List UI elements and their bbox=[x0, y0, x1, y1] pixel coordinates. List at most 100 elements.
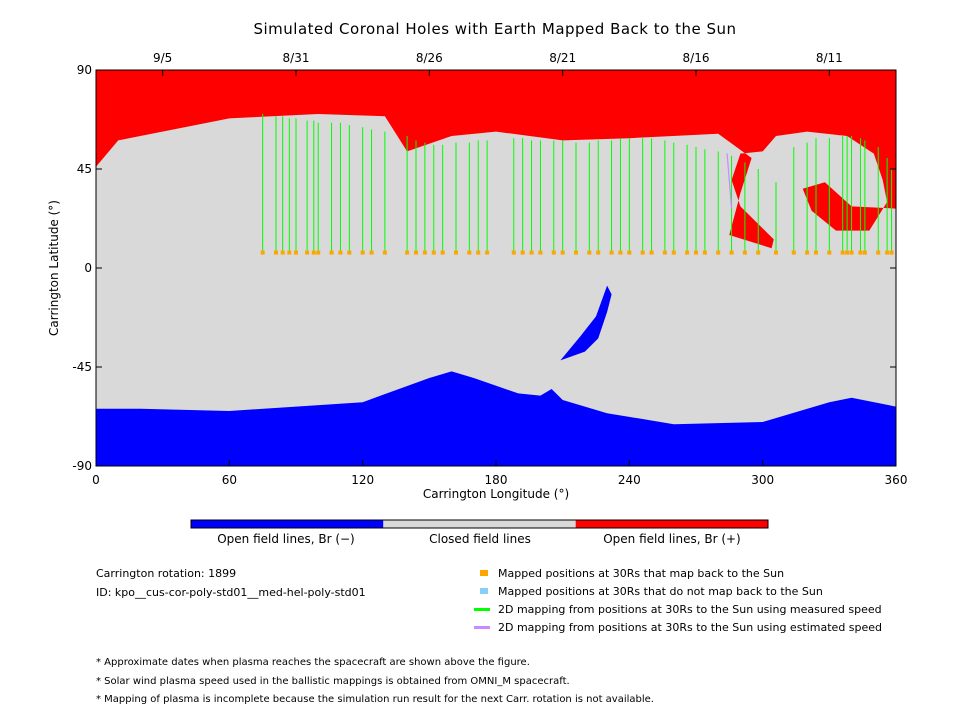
date-tick-label: 8/16 bbox=[683, 51, 710, 65]
mapped-point bbox=[671, 250, 676, 255]
mapped-point bbox=[649, 250, 654, 255]
mapped-point bbox=[587, 250, 592, 255]
date-tick-label: 9/5 bbox=[153, 51, 172, 65]
mapped-point bbox=[360, 250, 365, 255]
footnote: * Approximate dates when plasma reaches … bbox=[96, 657, 530, 668]
x-axis-label: Carrington Longitude (°) bbox=[423, 487, 569, 501]
mapped-point bbox=[454, 250, 458, 255]
mapped-point bbox=[662, 250, 667, 255]
mapped-point bbox=[774, 250, 778, 255]
mapped-point bbox=[574, 250, 578, 255]
mapped-point bbox=[885, 250, 890, 255]
mapped-point bbox=[305, 250, 310, 255]
x-tick-label: 180 bbox=[485, 473, 508, 487]
mapped-point bbox=[756, 250, 761, 255]
mapped-point bbox=[311, 250, 316, 255]
south-open-field-region bbox=[96, 371, 896, 466]
mapped-point bbox=[560, 250, 565, 255]
x-tick-label: 0 bbox=[92, 473, 100, 487]
mapped-point bbox=[338, 250, 343, 255]
mapped-point bbox=[431, 250, 436, 255]
mapped-point bbox=[702, 250, 707, 255]
coronal-hole-map: 0 60 120 180 240 300 360 90 45 0 -45 -90 9/5 8/31 8/26… bbox=[47, 51, 908, 529]
mapped-point bbox=[827, 250, 832, 255]
legend-bar-segment bbox=[575, 520, 768, 528]
y-tick-label: 0 bbox=[84, 261, 92, 275]
mapped-point bbox=[685, 250, 690, 255]
mapped-point bbox=[414, 250, 418, 255]
legend-bar-segment bbox=[191, 520, 384, 528]
mapped-point bbox=[618, 250, 623, 255]
mapped-point bbox=[609, 250, 614, 255]
mapped-point bbox=[294, 250, 298, 255]
mapped-point bbox=[889, 250, 894, 255]
date-tick-label: 8/21 bbox=[549, 51, 576, 65]
mapped-point bbox=[627, 250, 632, 255]
mapped-point bbox=[551, 250, 556, 255]
legend-bar-frame bbox=[190, 519, 769, 529]
mapped-point bbox=[511, 250, 516, 255]
lightblue-swatch-icon bbox=[480, 588, 488, 594]
mapped-point bbox=[845, 250, 850, 255]
x-tick-label: 360 bbox=[885, 473, 908, 487]
north-open-field-region bbox=[96, 70, 896, 249]
mapped-point bbox=[805, 250, 810, 255]
orange-swatch-icon bbox=[480, 570, 488, 576]
mapped-point bbox=[440, 250, 445, 255]
key-label: Mapped positions at 30Rs that do not map… bbox=[498, 585, 823, 598]
mapped-point bbox=[280, 250, 285, 255]
mapped-point bbox=[382, 250, 387, 255]
x-tick-label: 120 bbox=[351, 473, 374, 487]
footnote: * Mapping of plasma is incomplete becaus… bbox=[96, 694, 654, 705]
key-label: Mapped positions at 30Rs that map back t… bbox=[498, 567, 785, 580]
mapped-point bbox=[467, 250, 472, 255]
mapped-point bbox=[814, 250, 818, 255]
mapped-point bbox=[858, 250, 863, 255]
mapped-point bbox=[596, 250, 601, 255]
mapped-point bbox=[694, 250, 698, 255]
field-line-estimated bbox=[726, 153, 733, 209]
footnote: * Solar wind plasma speed used in the ba… bbox=[96, 676, 570, 687]
mapped-point bbox=[347, 250, 352, 255]
mapped-point bbox=[529, 250, 534, 255]
date-tick-label: 8/11 bbox=[816, 51, 843, 65]
mapped-point bbox=[485, 250, 490, 255]
x-tick-label: 240 bbox=[618, 473, 641, 487]
mapped-point bbox=[849, 250, 854, 255]
mapped-point bbox=[538, 250, 543, 255]
legend-bar-segment bbox=[383, 520, 576, 528]
date-tick-label: 8/26 bbox=[416, 51, 443, 65]
y-axis-label: Carrington Latitude (°) bbox=[47, 200, 61, 336]
mapped-point bbox=[405, 250, 410, 255]
mapped-point bbox=[274, 250, 278, 255]
mapped-point bbox=[329, 250, 334, 255]
mapped-point bbox=[287, 250, 292, 255]
mid-latitude-coronal-hole bbox=[560, 285, 612, 361]
mapped-point bbox=[260, 250, 265, 255]
chart-title: Simulated Coronal Holes with Earth Mappe… bbox=[253, 20, 737, 38]
mapped-point bbox=[862, 250, 867, 255]
x-tick-label: 60 bbox=[222, 473, 237, 487]
run-id-text: ID: kpo__cus-cor-poly-std01__med-hel-pol… bbox=[96, 586, 366, 599]
mapped-point bbox=[742, 250, 747, 255]
mapped-point bbox=[876, 250, 881, 255]
mapped-point bbox=[791, 250, 796, 255]
legend-label-open-negative: Open field lines, Br (−) bbox=[217, 532, 355, 546]
mapped-point bbox=[520, 250, 525, 255]
mapped-point bbox=[316, 250, 321, 255]
legend-label-open-positive: Open field lines, Br (+) bbox=[603, 532, 741, 546]
mapped-point bbox=[729, 250, 734, 255]
carrington-rotation-text: Carrington rotation: 1899 bbox=[96, 567, 237, 580]
mapped-point bbox=[640, 250, 645, 255]
mapped-point bbox=[476, 250, 481, 255]
legend-label-closed: Closed field lines bbox=[429, 532, 531, 546]
y-tick-label: -90 bbox=[72, 459, 92, 473]
date-tick-label: 8/31 bbox=[283, 51, 310, 65]
y-tick-label: 45 bbox=[77, 162, 92, 176]
green-line-icon bbox=[474, 608, 490, 611]
purple-line-icon bbox=[474, 626, 490, 629]
mapped-point bbox=[422, 250, 427, 255]
y-tick-label: -45 bbox=[72, 360, 92, 374]
y-tick-label: 90 bbox=[77, 63, 92, 77]
key-label: 2D mapping from positions at 30Rs to the… bbox=[498, 603, 882, 616]
